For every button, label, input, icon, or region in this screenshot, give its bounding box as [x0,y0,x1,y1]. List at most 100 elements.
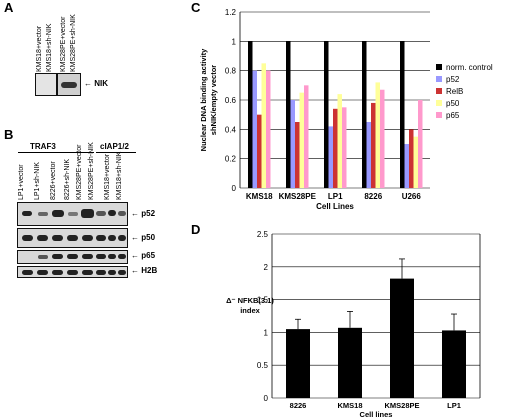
lane-label: KMS28PE+vector [60,16,67,72]
blot-band [82,254,93,259]
y-tick-label: 1.2 [225,8,237,17]
x-tick-label: KMS28PE [384,401,419,410]
blot-band [108,270,116,275]
y-tick-label: 2 [264,263,269,272]
bar [442,330,466,398]
blot-band [52,254,63,259]
y-tick-label: 0.4 [225,125,237,134]
bar-p50 [261,63,266,189]
legend-entry: norm. control [446,63,493,72]
lane-label: KMS18+vector [36,25,43,72]
chart-d: 0 0.5 1 1.5 2 2.5 8226 KMS18 KMS28PE LP1 Cell line… [226,230,481,417]
blot-band [52,210,64,217]
blot-band [118,211,126,216]
p65-arrow-label: ← p65 [131,251,156,260]
bar-p52 [328,126,333,188]
bar [286,329,310,398]
blot-band [96,235,106,241]
legend-swatch [436,64,442,70]
bar-p52 [404,144,409,188]
ciap-bracket [96,152,136,153]
lane-label: KMS28PE+vector [76,144,83,200]
blot-band [108,235,116,241]
y-tick-label: 0.8 [225,67,237,76]
legend-entry: p65 [446,111,460,120]
bar-p52 [290,100,295,188]
nik-blot-left [35,73,57,96]
nik-arrow-label: ← NIK [84,79,109,88]
ciap-label: cIAP1/2 [100,142,129,151]
bar-p52 [366,122,371,188]
bar-p50 [337,94,342,188]
bar-p50 [299,92,304,188]
bar-p65 [418,100,423,188]
blot-band [37,270,48,275]
lane-label: KMS28PE+sh-NIK [70,14,77,72]
lane-label: KMS18+sh-NIK [116,151,123,200]
bar-p65 [304,85,309,188]
x-axis-label: Cell Lines [316,202,354,210]
h2b-label: H2B [141,266,158,275]
bar-relb [371,102,376,188]
y-tick-label: 0 [264,394,269,403]
blot-band [96,254,106,259]
legend-swatch [436,112,442,118]
p65-label: p65 [141,251,156,260]
legend-entry: p52 [446,75,460,84]
p52-label: p52 [141,209,156,218]
traf3-bracket [18,152,94,153]
bar-norm-control [400,41,405,189]
blot-band [108,210,116,216]
blot-band [38,212,48,216]
bar-p50 [375,82,380,188]
bar-norm-control [286,41,291,189]
chart-c: 0 0.2 0.4 0.6 0.8 1 1.2 KMS18 KMS28PE LP1 8226 U266… [199,8,493,210]
lane-label: 8226+vector [50,161,57,200]
blot-band [82,235,93,241]
h2b-blot [17,266,128,278]
y-tick-label: 0 [232,184,237,193]
lane-label: KMS18+sh-NIK [46,23,53,72]
legend-swatch [436,100,442,106]
panel-d-letter: D [191,222,201,237]
bar-p65 [266,70,271,188]
blot-band [96,270,106,275]
legend-entry: RelB [446,87,463,96]
x-tick-label: LP1 [328,192,343,201]
p65-blot [17,250,128,264]
legend-swatch [436,88,442,94]
bar-relb [295,122,300,188]
x-tick-label: KMS28PE [279,192,317,201]
legend-swatch [436,76,442,82]
y-tick-label: 1.5 [257,296,269,305]
blot-band [67,235,78,241]
bar-norm-control [248,41,253,189]
p50-label: p50 [141,233,156,242]
blot-band [118,235,126,241]
blot-band [52,235,63,241]
p52-arrow-label: ← p52 [131,209,156,218]
x-tick-label: 8226 [364,192,382,201]
blot-band [82,270,93,275]
bar-p65 [380,89,385,188]
blot-band [96,211,106,216]
p50-blot [17,228,128,248]
y-tick-label: 1 [264,328,269,337]
y-axis-label: Δ⁻ NFKB(3.1) [226,296,274,305]
bar-p50 [413,136,418,188]
legend-entry: p50 [446,99,460,108]
x-tick-label: LP1 [447,401,461,410]
y-tick-label: 2.5 [257,230,269,239]
y-tick-label: 0.6 [225,96,237,105]
y-tick-label: 0.5 [257,361,269,370]
x-tick-label: 8226 [290,401,307,410]
bar-relb [333,108,338,188]
lane-label: LP1+vector [18,164,25,200]
blot-band [22,211,32,216]
x-axis-label: Cell lines [360,410,393,417]
blot-band [81,209,94,218]
bar [390,278,414,398]
bar-norm-control [324,41,329,189]
blot-band [52,270,63,275]
blot-band [38,255,48,259]
